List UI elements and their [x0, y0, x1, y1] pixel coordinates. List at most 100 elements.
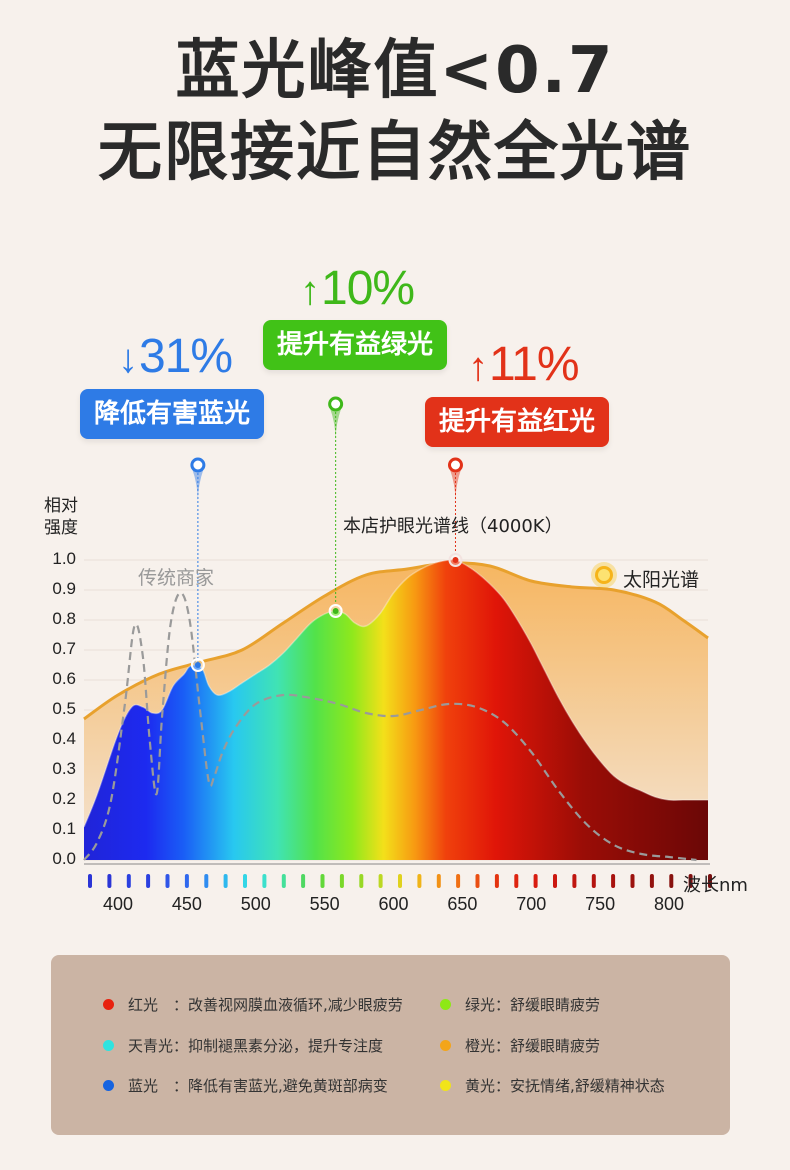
- wavelength-color-tick: [243, 874, 247, 888]
- spectrum-chart: [83, 396, 712, 888]
- wavelength-color-tick: [262, 874, 267, 888]
- wavelength-color-tick: [223, 874, 228, 888]
- sun-spectrum-line: [83, 561, 709, 721]
- orange-dot-icon: [440, 1040, 451, 1051]
- wavelength-color-tick: [572, 874, 577, 888]
- y-tick-label: 0.8: [52, 609, 76, 628]
- wavelength-color-tick: [456, 874, 461, 888]
- wavelength-color-tick: [436, 874, 441, 888]
- wavelength-color-tick: [126, 874, 131, 888]
- y-tick-label: 0.3: [52, 759, 76, 778]
- y-tick-label: 0.1: [52, 819, 76, 838]
- wavelength-color-tick: [533, 874, 538, 888]
- legend-item-orange: 橙光：舒缓眼睛疲劳: [440, 1036, 600, 1056]
- red-increase-percent: 11%: [489, 338, 580, 391]
- green-callout-tag: 提升有益绿光: [263, 320, 448, 370]
- sun-spectrum-label: 太阳光谱: [623, 569, 700, 591]
- yellow-dot-icon: [440, 1080, 451, 1091]
- green-increase-percent: 10%: [321, 262, 415, 315]
- x-tick-label: 600: [378, 894, 409, 914]
- wavelength-color-tick: [184, 874, 189, 888]
- sun-icon: [591, 562, 617, 588]
- map-pin-icon: [329, 407, 342, 440]
- blue-dot-icon: [103, 1080, 114, 1091]
- green-increase-value: ↑10%: [300, 262, 415, 316]
- y-tick-label: 0.0: [52, 849, 76, 868]
- green-dot-icon: [440, 999, 451, 1010]
- pin-head: [190, 457, 206, 473]
- map-pin-icon: [191, 468, 204, 501]
- x-tick-label: 450: [171, 894, 202, 914]
- legend-text: 橙光：舒缓眼睛疲劳: [465, 1037, 601, 1055]
- x-tick-label: 500: [240, 894, 271, 914]
- wavelength-color-tick: [359, 874, 364, 888]
- up-arrow-icon: ↑: [468, 345, 488, 389]
- wavelength-color-tick: [708, 874, 712, 888]
- wavelength-color-tick: [475, 874, 480, 888]
- traditional-spectrum-label: 传统商家: [138, 567, 215, 589]
- x-tick-label: 550: [309, 894, 340, 914]
- y-tick-label: 0.9: [52, 579, 76, 598]
- legend-item-red: 红光 ：改善视网膜血液循环,减少眼疲劳: [103, 995, 403, 1015]
- wavelength-color-tick: [669, 874, 674, 888]
- traditional-spectrum-line: [83, 591, 697, 862]
- wavelength-color-tick: [339, 874, 344, 888]
- wavelength-color-tick: [417, 874, 422, 888]
- wavelength-color-tick: [301, 874, 306, 888]
- wavelength-color-bar: [88, 874, 712, 888]
- headline-line-1: 蓝光峰值<0.7: [175, 34, 615, 108]
- pin-head: [447, 457, 463, 473]
- y-tick-label: 0.6: [52, 669, 76, 688]
- eye-care-spectrum-line: [83, 558, 708, 828]
- wavelength-color-tick: [649, 874, 654, 888]
- wavelength-color-tick: [398, 874, 402, 888]
- up-arrow-icon: ↑: [300, 269, 320, 313]
- y-tick-label: 1.0: [52, 549, 76, 568]
- cyan-dot-icon: [103, 1040, 114, 1051]
- wavelength-color-tick: [320, 874, 325, 888]
- pin-head: [328, 396, 344, 412]
- x-tick-label: 650: [447, 894, 478, 914]
- y-tick-label: 0.4: [52, 729, 76, 748]
- legend-text: 天青光：抑制褪黑素分泌，提升专注度: [128, 1037, 384, 1055]
- wavelength-color-tick: [611, 874, 616, 888]
- y-axis-label: 相对强度: [44, 496, 78, 538]
- legend-item-blue: 蓝光 ：降低有害蓝光,避免黄斑部病变: [103, 1076, 388, 1096]
- red-callout-tag: 提升有益红光: [425, 397, 610, 447]
- x-tick-label: 700: [516, 894, 547, 914]
- wavelength-color-tick: [88, 874, 92, 888]
- x-tick-label: 800: [653, 894, 685, 914]
- wavelength-color-tick: [553, 874, 557, 888]
- down-arrow-icon: ↓: [118, 337, 138, 381]
- eye-care-spectrum-label: 本店护眼光谱线（4000K）: [343, 516, 563, 537]
- wavelength-color-tick: [107, 874, 112, 888]
- y-tick-label: 0.7: [52, 639, 76, 658]
- wavelength-color-tick: [378, 874, 383, 888]
- peak-marker-center: [452, 557, 459, 563]
- legend-text: 绿光：舒缓眼睛疲劳: [465, 996, 601, 1014]
- x-axis-label: 波长nm: [683, 875, 748, 896]
- x-tick-label: 400: [102, 894, 134, 914]
- blue-callout-tag: 降低有害蓝光: [80, 389, 265, 439]
- wavelength-color-tick: [204, 874, 209, 888]
- legend-text: 黄光：安抚情绪,舒缓精神状态: [465, 1077, 665, 1095]
- wavelength-color-tick: [146, 874, 151, 888]
- blue-reduction-value: ↓31%: [118, 332, 233, 384]
- wavelength-color-tick: [165, 874, 170, 888]
- legend-item-cyan: 天青光：抑制褪黑素分泌，提升专注度: [103, 1036, 383, 1056]
- legend-text: 蓝光 ：降低有害蓝光,避免黄斑部病变: [128, 1077, 388, 1095]
- peak-marker-center: [194, 662, 201, 668]
- red-increase-value: ↑11%: [468, 338, 580, 392]
- legend-item-yellow: 黄光：安抚情绪,舒缓精神状态: [440, 1076, 665, 1096]
- wavelength-color-tick: [591, 874, 596, 888]
- y-tick-label: 0.2: [52, 789, 76, 808]
- peak-markers: [190, 396, 463, 672]
- red-dot-icon: [103, 999, 114, 1010]
- wavelength-color-tick: [688, 874, 693, 888]
- eye-care-spectrum-area: [84, 559, 708, 860]
- peak-marker-center: [332, 608, 339, 614]
- wavelength-color-tick: [630, 874, 635, 888]
- wavelength-color-tick: [514, 874, 519, 888]
- color-legend: 红光 ：改善视网膜血液循环,减少眼疲劳 绿光：舒缓眼睛疲劳 天青光：抑制褪黑素分…: [51, 955, 730, 1135]
- x-tick-label: 750: [585, 894, 616, 914]
